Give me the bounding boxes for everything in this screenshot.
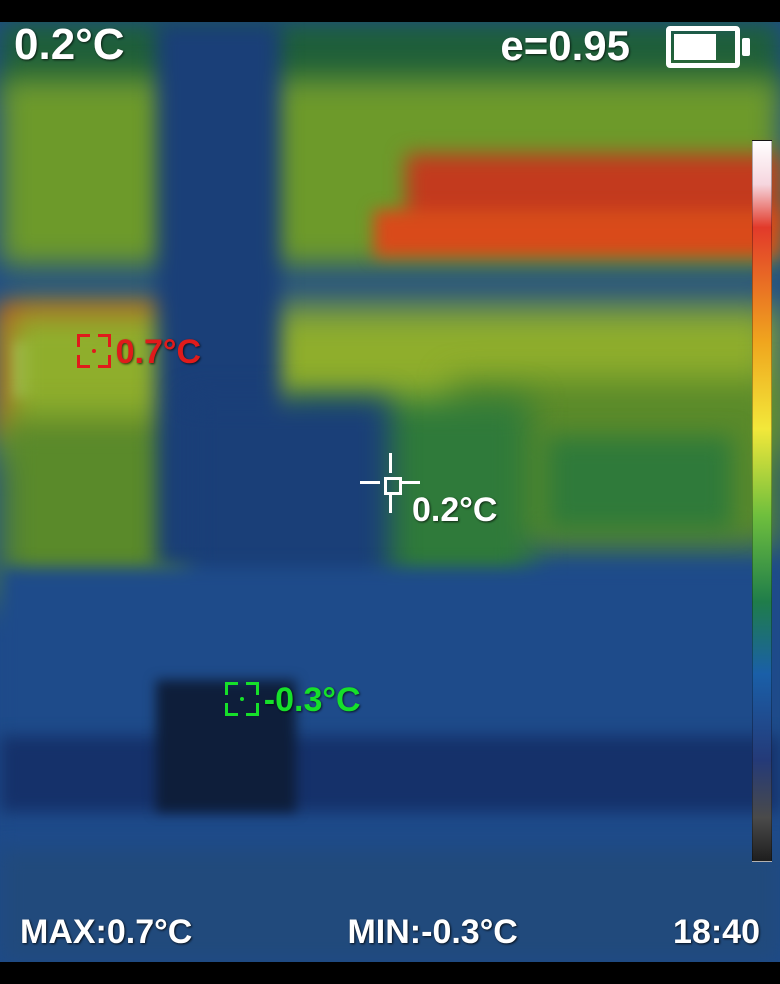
max-temp-label: 0.7°C [116,333,201,372]
thermal-camera-screen: 0.2°C e=0.95 0.7°C -0.3°C 0.2°C MAX:0.7°… [0,0,780,984]
max-temp-marker [77,334,111,368]
color-scale-bar [752,140,772,862]
battery-tip [742,38,750,56]
battery-fill [674,34,716,60]
footer-time: 18:40 [673,913,760,952]
footer-max-label: MAX: [20,913,107,951]
footer-max: MAX:0.7°C [20,913,192,952]
footer-min-label: MIN: [347,913,421,951]
battery-icon [666,26,750,68]
footer-bar: MAX:0.7°C MIN:-0.3°C 18:40 [0,913,780,952]
min-temp-label: -0.3°C [264,681,361,720]
footer-min-value: -0.3°C [421,913,518,951]
spot-temperature-readout: 0.2°C [14,20,125,70]
min-temp-marker [225,682,259,716]
center-temp-label: 0.2°C [412,491,497,530]
emissivity-readout: e=0.95 [500,22,630,70]
footer-max-value: 0.7°C [107,913,192,951]
emissivity-value: 0.95 [548,22,630,69]
emissivity-label: e= [500,22,548,69]
footer-min: MIN:-0.3°C [347,913,517,952]
letterbox-top [0,0,780,22]
center-crosshair [360,453,420,513]
letterbox-bottom [0,962,780,984]
